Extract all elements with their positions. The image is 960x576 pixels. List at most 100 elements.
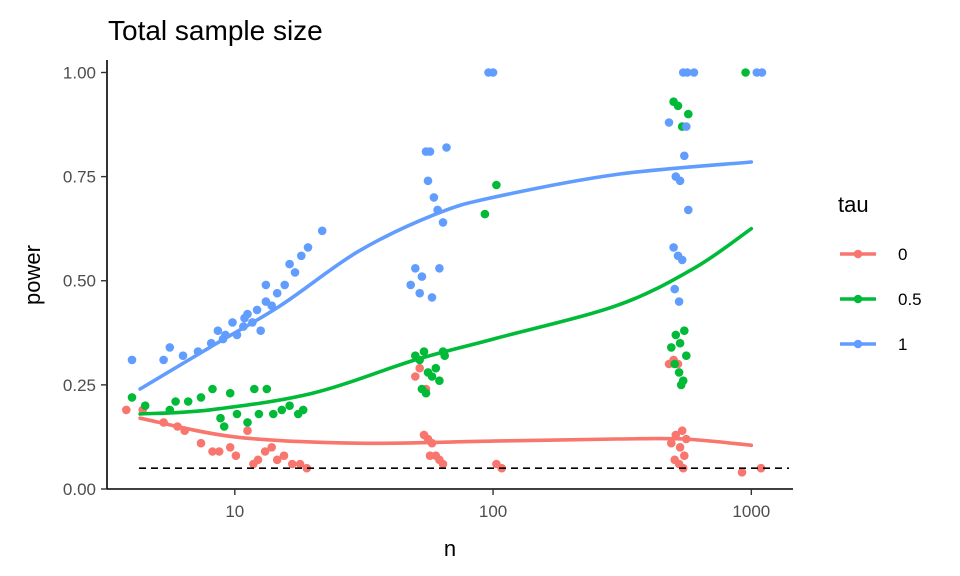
point-series-0-8 xyxy=(225,443,235,452)
point-series-2-33 xyxy=(429,193,439,202)
point-series-2-39 xyxy=(427,293,437,302)
point-series-1-15 xyxy=(277,405,287,415)
point-series-0-16 xyxy=(295,459,305,469)
point-series-2-13 xyxy=(252,305,262,315)
point-series-1-34 xyxy=(673,101,683,111)
point-series-0-6 xyxy=(208,447,217,456)
point-series-1-37 xyxy=(671,330,681,340)
point-series-0-45 xyxy=(756,463,766,473)
point-series-1-18 xyxy=(298,405,308,415)
point-series-2-38 xyxy=(423,176,433,186)
point-series-1-14 xyxy=(269,409,278,419)
y-tick-label-0: 0.00 xyxy=(63,480,96,499)
point-series-2-51 xyxy=(670,284,679,294)
point-series-2-27 xyxy=(406,280,416,290)
point-series-2-37 xyxy=(442,143,451,152)
point-series-2-47 xyxy=(680,151,689,161)
point-series-1-0 xyxy=(127,393,137,402)
point-series-1-3 xyxy=(171,397,180,406)
point-series-2-20 xyxy=(290,268,300,277)
point-series-0-38 xyxy=(667,438,676,448)
x-tick-label-1: 100 xyxy=(479,502,507,521)
point-series-0-10 xyxy=(243,426,252,436)
point-series-0-18 xyxy=(267,443,277,452)
point-series-2-35 xyxy=(435,264,444,273)
point-series-2-52 xyxy=(674,297,684,306)
legend: tau 0 0.5 1 xyxy=(838,192,922,354)
point-series-0-0 xyxy=(122,405,131,415)
point-series-1-32 xyxy=(492,180,501,190)
point-series-2-6 xyxy=(213,326,223,336)
x-tick-label-2: 1000 xyxy=(732,502,770,521)
point-series-2-3 xyxy=(178,351,188,361)
point-series-1-16 xyxy=(285,401,294,411)
y-tick-label-2: 0.50 xyxy=(63,272,96,291)
point-series-2-41 xyxy=(488,68,498,77)
point-series-2-17 xyxy=(272,288,282,298)
point-series-0-21 xyxy=(415,363,425,373)
point-series-1-9 xyxy=(232,409,242,419)
point-series-0-17 xyxy=(302,463,312,473)
point-series-0-28 xyxy=(438,459,448,469)
y-tick-label-3: 0.75 xyxy=(63,168,96,187)
point-series-2-19 xyxy=(285,259,294,269)
axes xyxy=(106,60,793,490)
point-series-2-24 xyxy=(261,280,271,290)
point-series-2-2 xyxy=(165,343,175,352)
point-series-0-9 xyxy=(231,451,241,461)
point-series-1-6 xyxy=(208,384,217,394)
point-series-0-44 xyxy=(737,468,747,477)
x-ticks: 10 100 1000 xyxy=(225,489,770,521)
legend-label-0: 0 xyxy=(898,245,907,264)
point-series-2-32 xyxy=(425,147,435,156)
point-series-1-24 xyxy=(427,372,437,381)
point-series-0-14 xyxy=(279,451,289,461)
point-series-2-1 xyxy=(159,355,168,365)
trend-layer xyxy=(138,160,754,448)
point-series-2-0 xyxy=(127,355,137,365)
point-series-1-13 xyxy=(262,384,272,394)
points-layer xyxy=(122,68,767,477)
point-series-1-46 xyxy=(741,68,750,77)
point-series-2-57 xyxy=(757,68,767,77)
point-series-2-18 xyxy=(280,280,290,290)
x-axis-title: n xyxy=(444,536,456,561)
trend-line-series-0 xyxy=(138,416,754,448)
point-series-2-23 xyxy=(317,226,327,236)
point-series-0-15 xyxy=(288,459,297,469)
x-tick-label-0: 10 xyxy=(225,502,244,521)
y-axis-title: power xyxy=(20,245,45,305)
legend-key-point-1 xyxy=(853,294,863,304)
y-tick-label-4: 1.00 xyxy=(63,63,96,82)
point-series-2-21 xyxy=(297,251,306,261)
trend-line-series-1 xyxy=(138,226,754,416)
point-series-1-41 xyxy=(682,351,691,361)
point-series-2-50 xyxy=(684,205,693,215)
point-series-2-46 xyxy=(682,122,691,131)
point-series-2-14 xyxy=(256,326,266,336)
point-series-1-31 xyxy=(480,209,490,219)
point-series-2-45 xyxy=(677,255,687,265)
point-series-1-11 xyxy=(250,384,259,394)
point-series-1-5 xyxy=(196,393,206,402)
point-series-2-28 xyxy=(411,264,420,273)
legend-label-1: 0.5 xyxy=(898,290,922,309)
legend-key-point-2 xyxy=(853,339,863,349)
point-series-2-8 xyxy=(228,318,237,327)
point-series-1-39 xyxy=(680,326,689,336)
point-series-1-26 xyxy=(435,376,444,386)
point-series-1-36 xyxy=(684,109,693,119)
point-series-0-40 xyxy=(680,451,689,461)
trend-line-series-2 xyxy=(138,160,754,391)
point-series-0-39 xyxy=(675,443,685,452)
point-series-2-54 xyxy=(683,68,692,77)
y-ticks: 0.00 0.25 0.50 0.75 1.00 xyxy=(63,63,107,499)
legend-label-2: 1 xyxy=(898,335,907,354)
point-series-1-4 xyxy=(183,397,193,406)
legend-title: tau xyxy=(838,192,869,217)
point-series-0-5 xyxy=(196,438,206,448)
point-series-0-12 xyxy=(260,447,270,456)
point-series-1-28 xyxy=(421,388,431,398)
y-tick-label-1: 0.25 xyxy=(63,376,96,395)
